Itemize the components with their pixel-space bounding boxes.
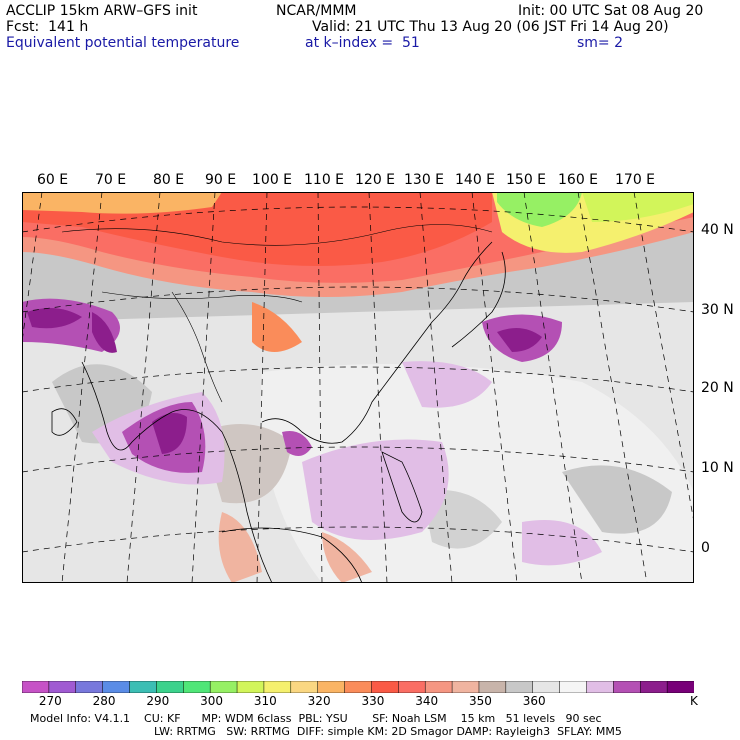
colorbar-swatch [183, 681, 211, 693]
colorbar-swatch [371, 681, 399, 693]
model-title: ACCLIP 15km ARW–GFS init [6, 3, 198, 19]
colorbar-swatch [639, 681, 668, 693]
borders [61, 224, 493, 403]
lon-label: 160 E [558, 172, 599, 188]
colorbar-tick-label: 310 [253, 694, 277, 708]
theta-e-field [22, 192, 694, 583]
colorbar-tick-label: 290 [146, 694, 170, 708]
colorbar-swatch [129, 681, 157, 693]
colorbar-swatch [424, 681, 453, 693]
colorbar-tick-label: 320 [307, 694, 331, 708]
model-info-line: Model Info: V4.1.1 CU: KF MP: WDM 6class… [30, 712, 602, 725]
lon-label: 130 E [404, 172, 445, 188]
colorbar-swatch [613, 681, 641, 693]
colorbar-swatch [532, 681, 561, 693]
lat-label: 10 N [701, 460, 734, 476]
smoothing-label: sm= 2 [577, 35, 624, 51]
colorbar-swatch [344, 681, 372, 693]
colorbar-swatch [290, 681, 319, 693]
colorbar-tick-label: 360 [522, 694, 546, 708]
colorbar-tick-label: 330 [361, 694, 385, 708]
lat-label: 40 N [701, 222, 734, 238]
colorbar-swatch [398, 681, 426, 693]
lon-label: 170 E [615, 172, 656, 188]
lon-label: 100 E [252, 172, 293, 188]
lon-label: 150 E [506, 172, 547, 188]
colorbar-swatch [317, 681, 346, 693]
lon-label: 110 E [304, 172, 345, 188]
colorbar-tick-label: 300 [200, 694, 224, 708]
lon-label: 140 E [455, 172, 496, 188]
colorbar-swatch [451, 681, 480, 693]
colorbar-tick-label: 280 [92, 694, 116, 708]
colorbar-swatch [666, 681, 694, 693]
colorbar-swatch [505, 681, 534, 693]
colorbar-swatch [236, 681, 265, 693]
lon-label: 120 E [355, 172, 396, 188]
lat-label: 30 N [701, 302, 734, 318]
lon-label: 60 E [37, 172, 69, 188]
init-time: Init: 00 UTC Sat 08 Aug 20 [518, 3, 704, 19]
colorbar-unit-label: K [690, 694, 698, 708]
physics-info-line: LW: RRTMG SW: RRTMG DIFF: simple KM: 2D … [154, 725, 622, 738]
level-index: at k–index = 51 [305, 35, 420, 51]
map-panel [22, 192, 694, 583]
colorbar-tick-label: 270 [38, 694, 62, 708]
colorbar-swatch [263, 681, 292, 693]
valid-time: Valid: 21 UTC Thu 13 Aug 20 (06 JST Fri … [312, 19, 669, 35]
colorbar-swatch [156, 681, 184, 693]
colorbar-swatch [75, 681, 104, 693]
lon-label: 80 E [153, 172, 185, 188]
lon-label: 90 E [205, 172, 237, 188]
graticule [22, 192, 694, 583]
center-label: NCAR/MMM [276, 3, 357, 19]
colorbar-swatch [102, 681, 131, 693]
colorbar-swatch [586, 681, 614, 693]
colorbar-swatch [209, 681, 238, 693]
colorbar-tick-label: 350 [468, 694, 492, 708]
colorbar-swatch [48, 681, 77, 693]
lat-label: 20 N [701, 380, 734, 396]
field-name: Equivalent potential temperature [6, 35, 240, 51]
colorbar-tick-label: 340 [415, 694, 439, 708]
lat-label: 0 [701, 540, 710, 556]
forecast-hour: Fcst: 141 h [6, 19, 89, 35]
coastlines [51, 241, 506, 583]
colorbar-swatch [478, 681, 507, 693]
colorbar [22, 681, 694, 693]
colorbar-swatch [559, 681, 588, 693]
colorbar-swatch [22, 681, 50, 693]
lon-label: 70 E [95, 172, 127, 188]
